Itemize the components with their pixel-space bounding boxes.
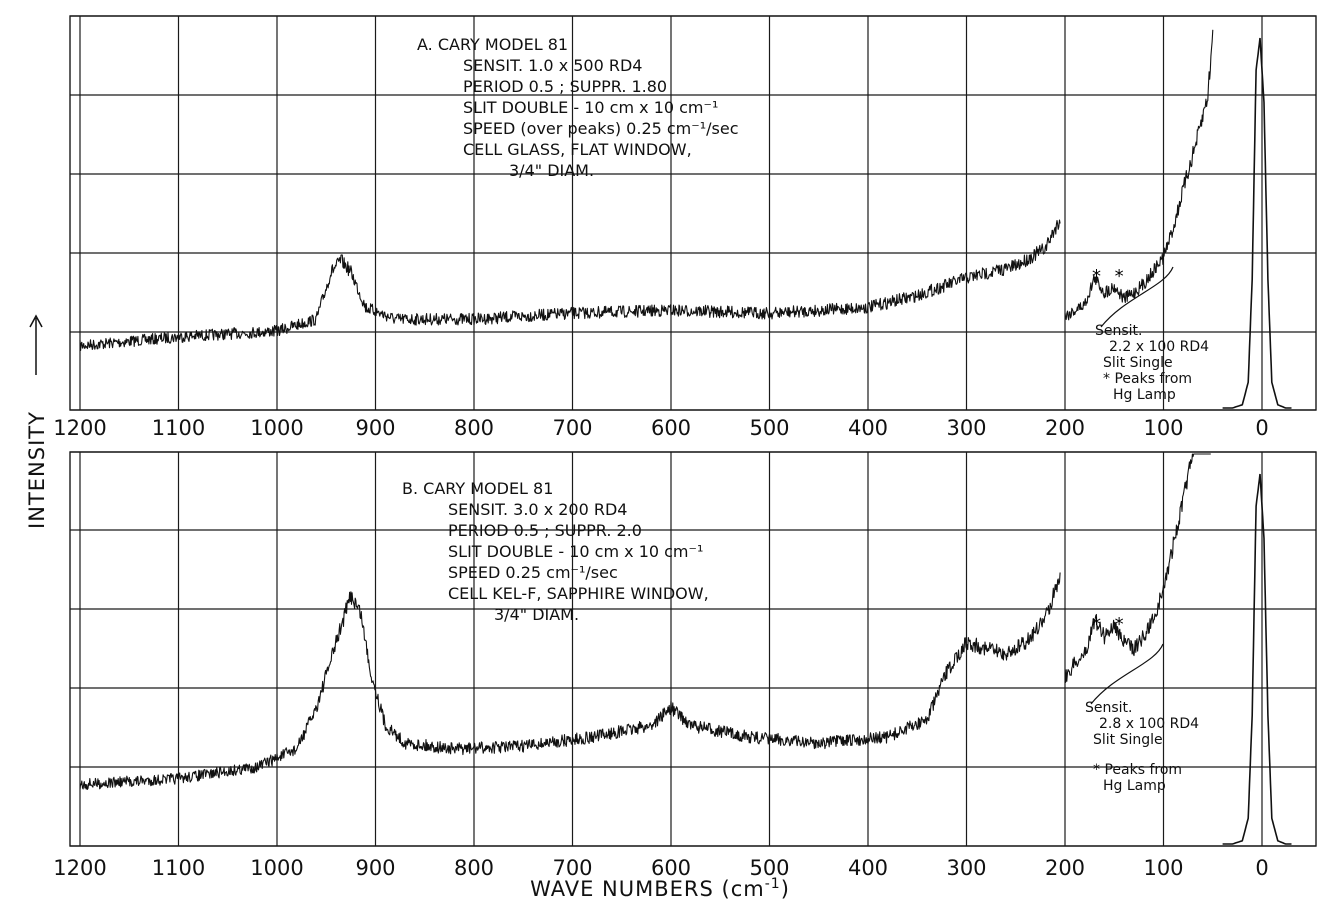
x-tick-label: 300	[946, 856, 986, 880]
x-tick-label: 800	[454, 856, 494, 880]
x-tick-label: 1100	[152, 856, 205, 880]
side-note-line: Hg Lamp	[1113, 387, 1176, 403]
side-note-line: Sensit.	[1095, 323, 1143, 339]
panel-a-tick-labels: 1200 1100 1000 900 800 700 600 500 400 300 200 100 0	[53, 416, 1268, 440]
x-tick-label: 200	[1045, 416, 1085, 440]
hg-peak-star: *	[1092, 614, 1101, 635]
y-axis-arrow	[29, 314, 43, 375]
x-tick-label: 1200	[53, 856, 106, 880]
side-note-line: Hg Lamp	[1103, 778, 1166, 794]
x-tick-label: 900	[355, 856, 395, 880]
x-tick-label: 0	[1255, 856, 1268, 880]
x-tick-label: 1000	[250, 416, 303, 440]
side-note-line: 2.8 x 100 RD4	[1099, 716, 1199, 732]
panel-b-traces: * *	[79, 453, 1292, 845]
x-axis-title-sup: -1	[765, 876, 781, 892]
x-tick-label: 900	[355, 416, 395, 440]
x-tick-label: 1000	[250, 856, 303, 880]
annotation-line: SENSIT. 3.0 x 200 RD4	[448, 500, 627, 519]
x-tick-label: 600	[651, 856, 691, 880]
annotation-line: SPEED 0.25 cm⁻¹/sec	[448, 563, 618, 582]
x-axis-title-main: WAVE NUMBERS (cm	[530, 877, 765, 901]
hg-peak-star: *	[1115, 614, 1124, 635]
spectrum-trace	[79, 572, 1061, 790]
x-tick-label: 600	[651, 416, 691, 440]
spectrum-trace	[1064, 29, 1214, 321]
spectrum-trace	[79, 219, 1061, 351]
x-tick-label: 400	[848, 416, 888, 440]
panel-a-annotation: A. CARY MODEL 81 SENSIT. 1.0 x 500 RD4 PER…	[417, 35, 739, 180]
annotation-line: SLIT DOUBLE - 10 cm x 10 cm⁻¹	[463, 98, 718, 117]
x-tick-label: 400	[848, 856, 888, 880]
x-tick-label: 100	[1143, 856, 1183, 880]
x-tick-label: 700	[552, 416, 592, 440]
annotation-line: SPEED (over peaks) 0.25 cm⁻¹/sec	[463, 119, 739, 138]
annotation-line: PERIOD 0.5 ; SUPPR. 2.0	[448, 521, 642, 540]
spectrum-trace	[1064, 453, 1211, 683]
annotation-line: 3/4" DIAM.	[494, 605, 579, 624]
x-tick-label: 300	[946, 416, 986, 440]
annotation-line: SENSIT. 1.0 x 500 RD4	[463, 56, 642, 75]
side-note-arrow	[1090, 643, 1164, 705]
side-note-arrow	[1100, 266, 1174, 328]
x-tick-label: 700	[552, 856, 592, 880]
x-tick-label: 1100	[152, 416, 205, 440]
hg-lamp-peak	[1222, 37, 1292, 409]
x-tick-label: 0	[1255, 416, 1268, 440]
side-note-line: Sensit.	[1085, 700, 1133, 716]
side-note-line: Slit Single	[1103, 355, 1173, 371]
panel-b-tick-labels: 1200 1100 1000 900 800 700 600 500 400 300 200 100 0	[53, 856, 1268, 880]
panel-b: 1200 1100 1000 900 800 700 600 500 400 300 200 100 0…	[53, 451, 1317, 880]
x-axis-title-end: )	[781, 877, 790, 901]
annotation-line: B. CARY MODEL 81	[402, 479, 553, 498]
x-tick-label: 1200	[53, 416, 106, 440]
annotation-line: SLIT DOUBLE - 10 cm x 10 cm⁻¹	[448, 542, 703, 561]
x-tick-label: 800	[454, 416, 494, 440]
panel-b-grid	[69, 451, 1317, 847]
annotation-line: PERIOD 0.5 ; SUPPR. 1.80	[463, 77, 667, 96]
side-note-line: * Peaks from	[1103, 371, 1192, 387]
annotation-line: A. CARY MODEL 81	[417, 35, 568, 54]
panel-a-traces: * *	[79, 29, 1292, 409]
x-tick-label: 100	[1143, 416, 1183, 440]
hg-peak-star: *	[1115, 266, 1124, 287]
x-axis-title: WAVE NUMBERS (cm-1)	[530, 876, 790, 901]
panel-a-grid	[69, 15, 1317, 411]
panel-b-annotation: B. CARY MODEL 81 SENSIT. 3.0 x 200 RD4 PER…	[402, 479, 709, 624]
annotation-line: CELL KEL-F, SAPPHIRE WINDOW,	[448, 584, 709, 603]
annotation-line: 3/4" DIAM.	[509, 161, 594, 180]
side-note-line: * Peaks from	[1093, 762, 1182, 778]
y-axis-title: INTENSITY	[25, 411, 49, 529]
side-note-line: 2.2 x 100 RD4	[1109, 339, 1209, 355]
x-tick-label: 500	[749, 416, 789, 440]
hg-lamp-peak	[1222, 473, 1292, 845]
side-note-line: Slit Single	[1093, 732, 1163, 748]
x-tick-label: 500	[749, 856, 789, 880]
annotation-line: CELL GLASS, FLAT WINDOW,	[463, 140, 692, 159]
panel-a: 1200 1100 1000 900 800 700 600 500 400 300 200 100 0…	[53, 15, 1317, 440]
hg-peak-star: *	[1092, 266, 1101, 287]
x-tick-label: 200	[1045, 856, 1085, 880]
